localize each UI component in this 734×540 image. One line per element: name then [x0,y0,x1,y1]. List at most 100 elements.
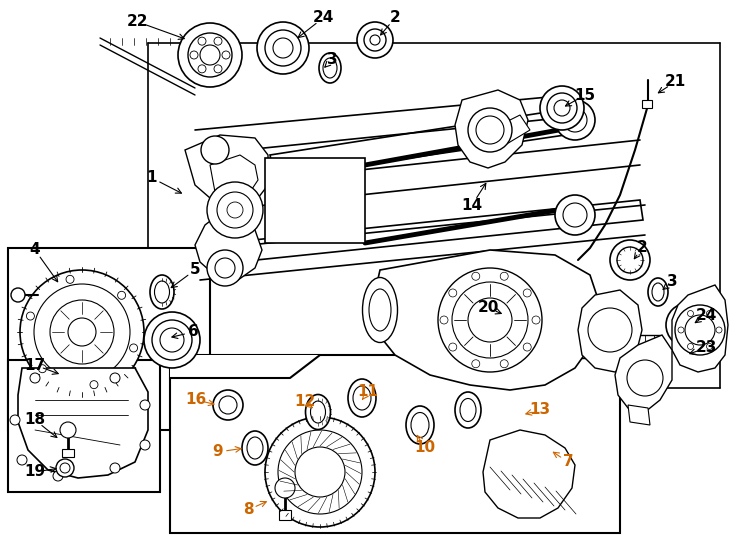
Polygon shape [270,110,565,178]
Circle shape [110,463,120,473]
Polygon shape [185,135,268,280]
Circle shape [468,298,512,342]
Ellipse shape [323,58,337,78]
Text: 3: 3 [327,52,338,68]
Circle shape [66,275,74,284]
Circle shape [554,100,570,116]
Circle shape [20,270,144,394]
Circle shape [178,23,242,87]
Circle shape [160,328,184,352]
Text: 6: 6 [188,325,198,340]
Circle shape [144,312,200,368]
Text: 3: 3 [666,274,677,289]
Bar [642,100,652,108]
Ellipse shape [455,392,481,428]
Circle shape [217,192,253,228]
Circle shape [452,282,528,358]
Ellipse shape [247,437,263,459]
Ellipse shape [406,406,434,444]
Polygon shape [490,115,530,148]
Circle shape [198,37,206,45]
Circle shape [617,247,643,273]
Circle shape [207,250,243,286]
Text: 14: 14 [462,198,482,213]
Circle shape [364,29,386,51]
Ellipse shape [411,413,429,437]
Circle shape [227,202,243,218]
Text: 2: 2 [636,240,647,255]
Text: 11: 11 [357,384,379,400]
Text: 24: 24 [695,307,716,322]
Circle shape [707,343,713,349]
Text: 15: 15 [575,87,595,103]
Bar [513,309,525,321]
Circle shape [17,455,27,465]
Text: 16: 16 [186,393,207,408]
Circle shape [110,373,120,383]
Circle shape [201,136,229,164]
Circle shape [278,430,362,514]
Circle shape [295,447,345,497]
Circle shape [90,381,98,389]
Circle shape [476,116,504,144]
Polygon shape [628,405,650,425]
Polygon shape [455,90,528,168]
Circle shape [448,289,457,297]
Bar [8,360,160,492]
Circle shape [26,312,34,320]
Text: 7: 7 [563,455,573,469]
Text: 8: 8 [243,503,253,517]
Polygon shape [483,430,575,518]
Circle shape [547,93,577,123]
Circle shape [213,390,243,420]
Circle shape [56,459,74,477]
Circle shape [152,320,192,360]
Circle shape [685,315,715,345]
Circle shape [219,396,237,414]
Circle shape [34,284,130,380]
Circle shape [130,344,137,352]
Text: 23: 23 [695,341,716,355]
Circle shape [610,240,650,280]
Circle shape [30,373,40,383]
Circle shape [117,291,126,299]
Circle shape [678,327,684,333]
Circle shape [38,364,46,373]
Text: 22: 22 [127,15,149,30]
Polygon shape [210,155,258,200]
Text: 2: 2 [390,10,400,25]
Text: 10: 10 [415,441,435,456]
Circle shape [707,310,713,316]
Circle shape [563,203,587,227]
Circle shape [207,182,263,238]
Circle shape [222,51,230,59]
Circle shape [370,35,380,45]
Circle shape [472,360,480,368]
Circle shape [215,258,235,278]
Circle shape [680,317,696,333]
Polygon shape [615,335,672,412]
Ellipse shape [154,281,170,303]
Text: 4: 4 [29,242,40,258]
Circle shape [448,343,457,351]
Polygon shape [18,368,148,478]
Text: 18: 18 [24,413,46,428]
Circle shape [500,272,508,280]
Bar [279,510,291,520]
Bar [265,158,365,243]
Text: 1: 1 [147,171,157,186]
Text: 12: 12 [294,395,316,409]
Ellipse shape [242,431,268,465]
Ellipse shape [460,399,476,422]
Circle shape [60,463,70,473]
Circle shape [273,38,293,58]
Circle shape [140,400,150,410]
Circle shape [200,45,220,65]
Circle shape [438,268,542,372]
Text: 19: 19 [24,464,46,480]
Bar [62,449,74,457]
Circle shape [555,195,595,235]
Circle shape [523,343,531,351]
Circle shape [472,272,480,280]
Circle shape [666,303,710,347]
